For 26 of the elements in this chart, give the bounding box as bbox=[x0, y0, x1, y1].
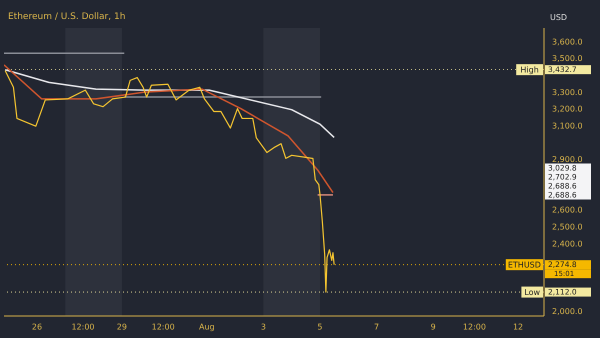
x-tick-label: Aug bbox=[198, 322, 215, 332]
y-axis-title: USD bbox=[550, 13, 568, 22]
y-tick-label: 2,900.0 bbox=[552, 155, 583, 164]
x-tick-label: 26 bbox=[32, 322, 42, 332]
chart-title: Ethereum / U.S. Dollar, 1h bbox=[8, 12, 126, 22]
y-tick-label: 3,500.0 bbox=[552, 54, 583, 64]
x-tick-label: 12:00 bbox=[152, 322, 175, 332]
x-tick-label: 7 bbox=[374, 322, 380, 332]
ref-line-label: ETHUSD bbox=[508, 260, 541, 270]
y-tick-label: 2,600.0 bbox=[552, 206, 583, 215]
x-tick-label: 12 bbox=[512, 322, 524, 332]
y-tick-label: 3,200.0 bbox=[552, 104, 583, 114]
x-tick-label: 3 bbox=[260, 322, 266, 332]
x-tick-label: 29 bbox=[116, 322, 127, 332]
x-tick-label: 5 bbox=[317, 322, 323, 332]
y-tick-label: 2,000.0 bbox=[552, 306, 583, 316]
y-tick-label: 2,400.0 bbox=[552, 239, 583, 248]
x-tick-label: 9 bbox=[430, 322, 436, 332]
ref-line-label: High bbox=[520, 66, 539, 75]
y-tick-label: 3,100.0 bbox=[552, 122, 583, 131]
ref-line-label: Low bbox=[524, 288, 541, 298]
y-tick-label: 2,500.0 bbox=[552, 222, 583, 232]
y-tick-label: 3,600.0 bbox=[552, 37, 583, 46]
y-tick-label: 3,300.0 bbox=[552, 88, 583, 97]
x-tick-label: 12:00 bbox=[462, 322, 486, 332]
x-tick-label: 12:00 bbox=[71, 322, 95, 332]
